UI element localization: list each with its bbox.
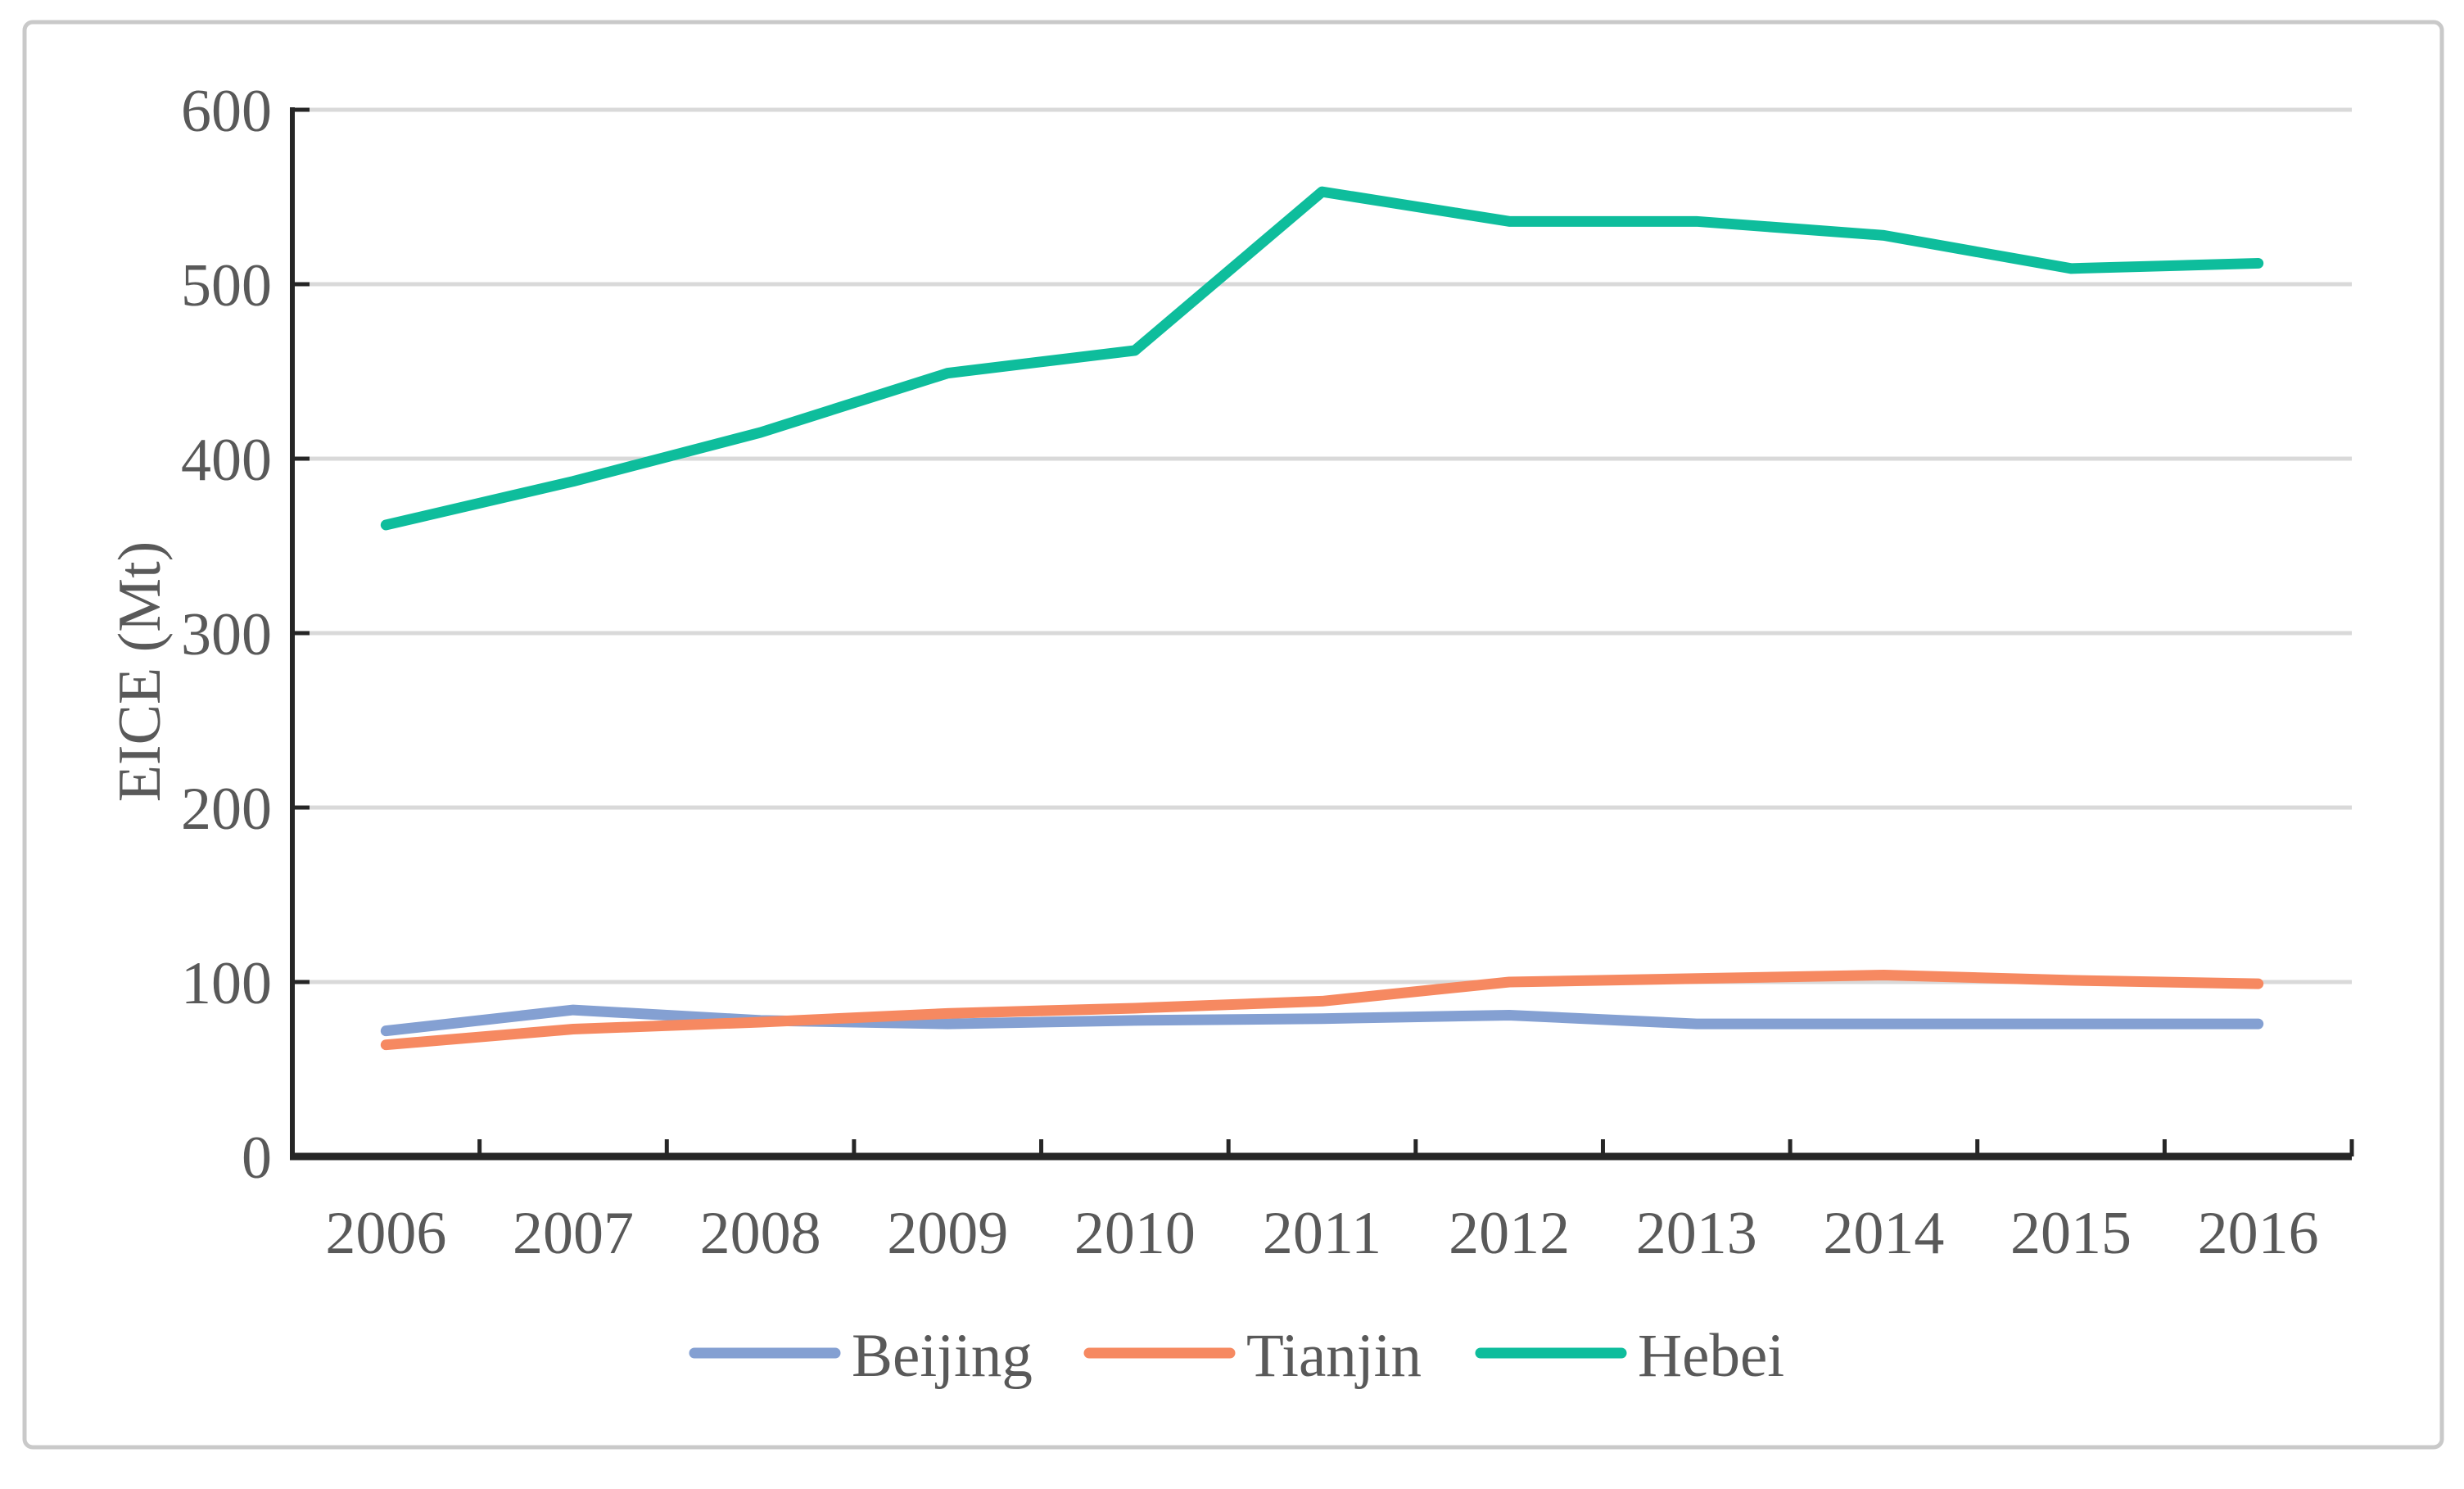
series-line-hebei (380, 186, 2264, 531)
legend: Beijing Tianjin Hebei (689, 1322, 1784, 1390)
gridlines (292, 107, 2352, 984)
legend-label-tianjin: Tianjin (1246, 1322, 1422, 1390)
series-line-tianjin (380, 969, 2264, 1051)
y-axis-title: EICE (Mt) (106, 541, 174, 803)
y-tick-label: 100 (181, 950, 272, 1017)
y-tick-label: 600 (181, 78, 272, 145)
y-tick-labels: 0 100 200 300 400 500 600 (181, 78, 272, 1192)
series-lines (380, 186, 2264, 1051)
legend-item: Beijing (689, 1322, 1033, 1390)
x-tick-label: 2014 (1823, 1200, 1944, 1267)
x-tick-label: 2006 (325, 1200, 446, 1267)
legend-item: Hebei (1475, 1322, 1784, 1390)
x-tick-label: 2012 (1449, 1200, 1570, 1267)
legend-label-hebei: Hebei (1638, 1322, 1784, 1390)
figure-border (22, 20, 2444, 1450)
series-line-beijing (380, 1004, 2264, 1037)
y-tick-label: 200 (181, 776, 272, 843)
x-tick-labels: 2006 2007 2008 2009 2010 2011 2012 2013 2014 2015… (325, 1200, 2318, 1267)
y-tick-label: 500 (181, 252, 272, 319)
axes (290, 107, 2354, 1161)
y-tick-label: 300 (181, 601, 272, 668)
x-tick-label: 2009 (887, 1200, 1008, 1267)
x-tick-label: 2008 (700, 1200, 821, 1267)
x-tick-label: 2010 (1074, 1200, 1196, 1267)
y-tick-label: 400 (181, 427, 272, 494)
x-tick-label: 2016 (2198, 1200, 2319, 1267)
x-tick-label: 2013 (1636, 1200, 1757, 1267)
legend-item: Tianjin (1083, 1322, 1422, 1390)
x-tick-label: 2011 (1263, 1200, 1381, 1267)
y-tick-label: 0 (242, 1125, 272, 1192)
legend-label-beijing: Beijing (852, 1322, 1033, 1390)
x-tick-label: 2015 (2010, 1200, 2132, 1267)
x-tick-label: 2007 (513, 1200, 634, 1267)
